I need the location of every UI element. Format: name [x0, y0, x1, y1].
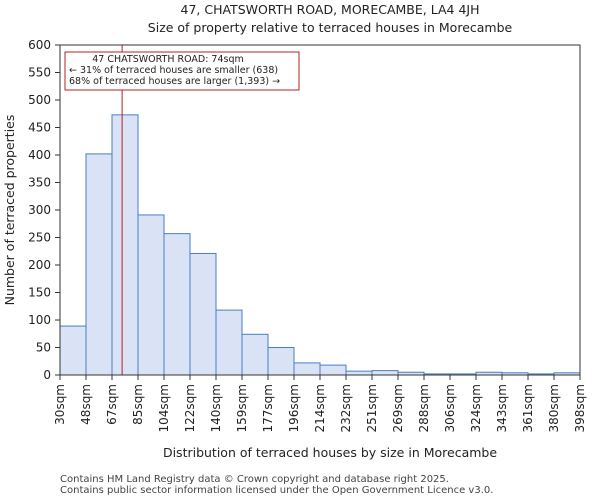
y-tick-label: 100 — [28, 313, 51, 327]
y-ticks: 0 50 100 150 200 250 300 350 400 450 500 550 600 — [28, 38, 60, 382]
x-tick-label: 288sqm — [417, 384, 431, 432]
x-tick-label: 177sqm — [261, 384, 275, 432]
bar-30sqm — [59, 325, 87, 376]
bar-48sqm — [85, 153, 113, 376]
y-tick-label: 500 — [28, 93, 51, 107]
chart-subtitle: Size of property relative to terraced ho… — [148, 20, 513, 35]
bar-67sqm — [111, 114, 139, 376]
annotation-line-2: ← 31% of terraced houses are smaller (63… — [69, 65, 278, 76]
annotation-line-1: 47 CHATSWORTH ROAD: 74sqm — [92, 54, 244, 65]
x-axis-label: Distribution of terraced houses by size … — [163, 445, 497, 460]
x-tick-label: 48sqm — [79, 384, 93, 425]
bar-251sqm — [371, 370, 399, 376]
x-tick-label: 398sqm — [573, 384, 587, 432]
x-tick-label: 159sqm — [235, 384, 249, 432]
plot-frame — [59, 44, 581, 376]
x-tick-label: 269sqm — [391, 384, 405, 432]
footer-line-1: Contains HM Land Registry data © Crown c… — [60, 474, 449, 485]
x-tick-label: 232sqm — [339, 384, 353, 432]
annotation-border — [64, 51, 300, 91]
bars-group — [59, 114, 581, 376]
x-tick-label: 196sqm — [287, 384, 301, 432]
y-tick-label: 200 — [28, 258, 51, 272]
bar-122sqm — [189, 252, 217, 376]
chart-title: 47, CHATSWORTH ROAD, MORECAMBE, LA4 4JH — [181, 2, 480, 17]
y-axis-label: Number of terraced properties — [2, 115, 17, 306]
x-tick-label: 251sqm — [365, 384, 379, 432]
bar-214sqm — [319, 364, 347, 376]
bar-140sqm — [215, 309, 243, 376]
bar-159sqm — [241, 333, 269, 376]
footer-line-2: Contains public sector information licen… — [60, 485, 494, 496]
y-tick-label: 600 — [28, 38, 51, 52]
x-tick-label: 380sqm — [547, 384, 561, 432]
y-tick-label: 150 — [28, 286, 51, 300]
x-tick-label: 30sqm — [53, 384, 67, 425]
x-tick-label: 324sqm — [469, 384, 483, 432]
x-ticks: 30sqm 48sqm 67sqm 85sqm 104sqm 122sqm 140sqm 15… — [53, 375, 587, 432]
y-tick-label: 350 — [28, 176, 51, 190]
y-tick-label: 0 — [43, 368, 51, 382]
y-tick-label: 250 — [28, 231, 51, 245]
x-tick-label: 140sqm — [209, 384, 223, 432]
x-tick-label: 214sqm — [313, 384, 327, 432]
annotation-box: 47 CHATSWORTH ROAD: 74sqm ← 31% of terra… — [64, 51, 300, 91]
x-tick-label: 104sqm — [157, 384, 171, 432]
y-tick-label: 50 — [36, 341, 51, 355]
annotation-line-3: 68% of terraced houses are larger (1,393… — [69, 76, 280, 87]
x-tick-label: 85sqm — [131, 384, 145, 425]
bar-232sqm — [345, 370, 373, 376]
bar-196sqm — [293, 362, 321, 376]
y-tick-label: 300 — [28, 203, 51, 217]
bar-104sqm — [163, 233, 191, 376]
x-tick-label: 361sqm — [521, 384, 535, 432]
y-tick-label: 550 — [28, 66, 51, 80]
y-tick-label: 450 — [28, 121, 51, 135]
bar-177sqm — [267, 347, 295, 376]
bar-85sqm — [137, 214, 165, 376]
x-tick-label: 306sqm — [443, 384, 457, 432]
x-tick-label: 122sqm — [183, 384, 197, 432]
x-tick-label: 343sqm — [495, 384, 509, 432]
x-tick-label: 67sqm — [105, 384, 119, 425]
y-tick-label: 400 — [28, 148, 51, 162]
